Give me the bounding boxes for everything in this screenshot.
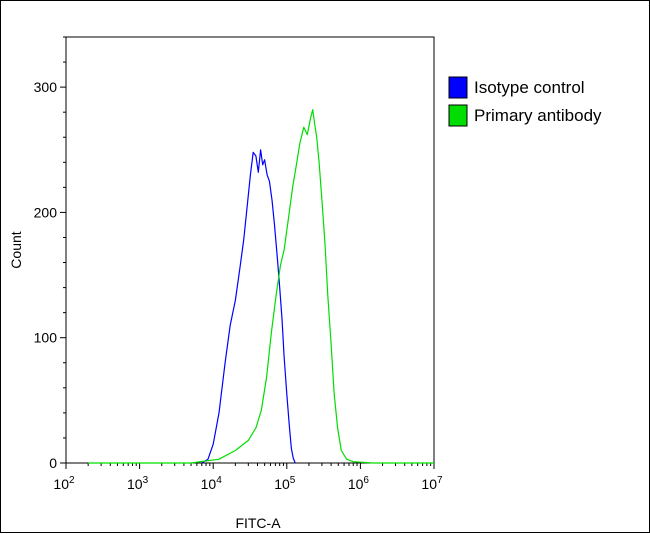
x-tick-label: 103 <box>127 475 149 492</box>
plot-border <box>65 36 435 464</box>
x-tick-label: 107 <box>421 475 443 492</box>
y-tick-label: 200 <box>34 204 58 220</box>
x-axis: 102 103 104 105 106 107 <box>53 463 443 492</box>
series-line-1 <box>201 149 296 464</box>
x-axis-title: FITC-A <box>235 515 281 531</box>
legend-label: Isotype control <box>474 78 585 97</box>
y-tick-label: 300 <box>34 79 58 95</box>
series-layer <box>88 109 434 464</box>
y-axis-title: Count <box>8 231 24 268</box>
legend-label: Primary antibody <box>474 106 602 125</box>
legend-swatch <box>448 76 468 99</box>
series-line-2 <box>88 109 434 464</box>
y-tick-label: 0 <box>49 455 57 471</box>
legend: Isotype control Primary antibody <box>448 76 602 127</box>
x-tick-label: 104 <box>201 475 223 492</box>
x-tick-label: 105 <box>274 475 296 492</box>
x-tick-label: 106 <box>348 475 370 492</box>
plot-area <box>65 36 435 464</box>
y-tick-label: 100 <box>34 330 58 346</box>
x-tick-label: 102 <box>53 475 75 492</box>
legend-swatch <box>448 104 468 127</box>
y-axis: 0 100 200 300 <box>34 36 66 471</box>
